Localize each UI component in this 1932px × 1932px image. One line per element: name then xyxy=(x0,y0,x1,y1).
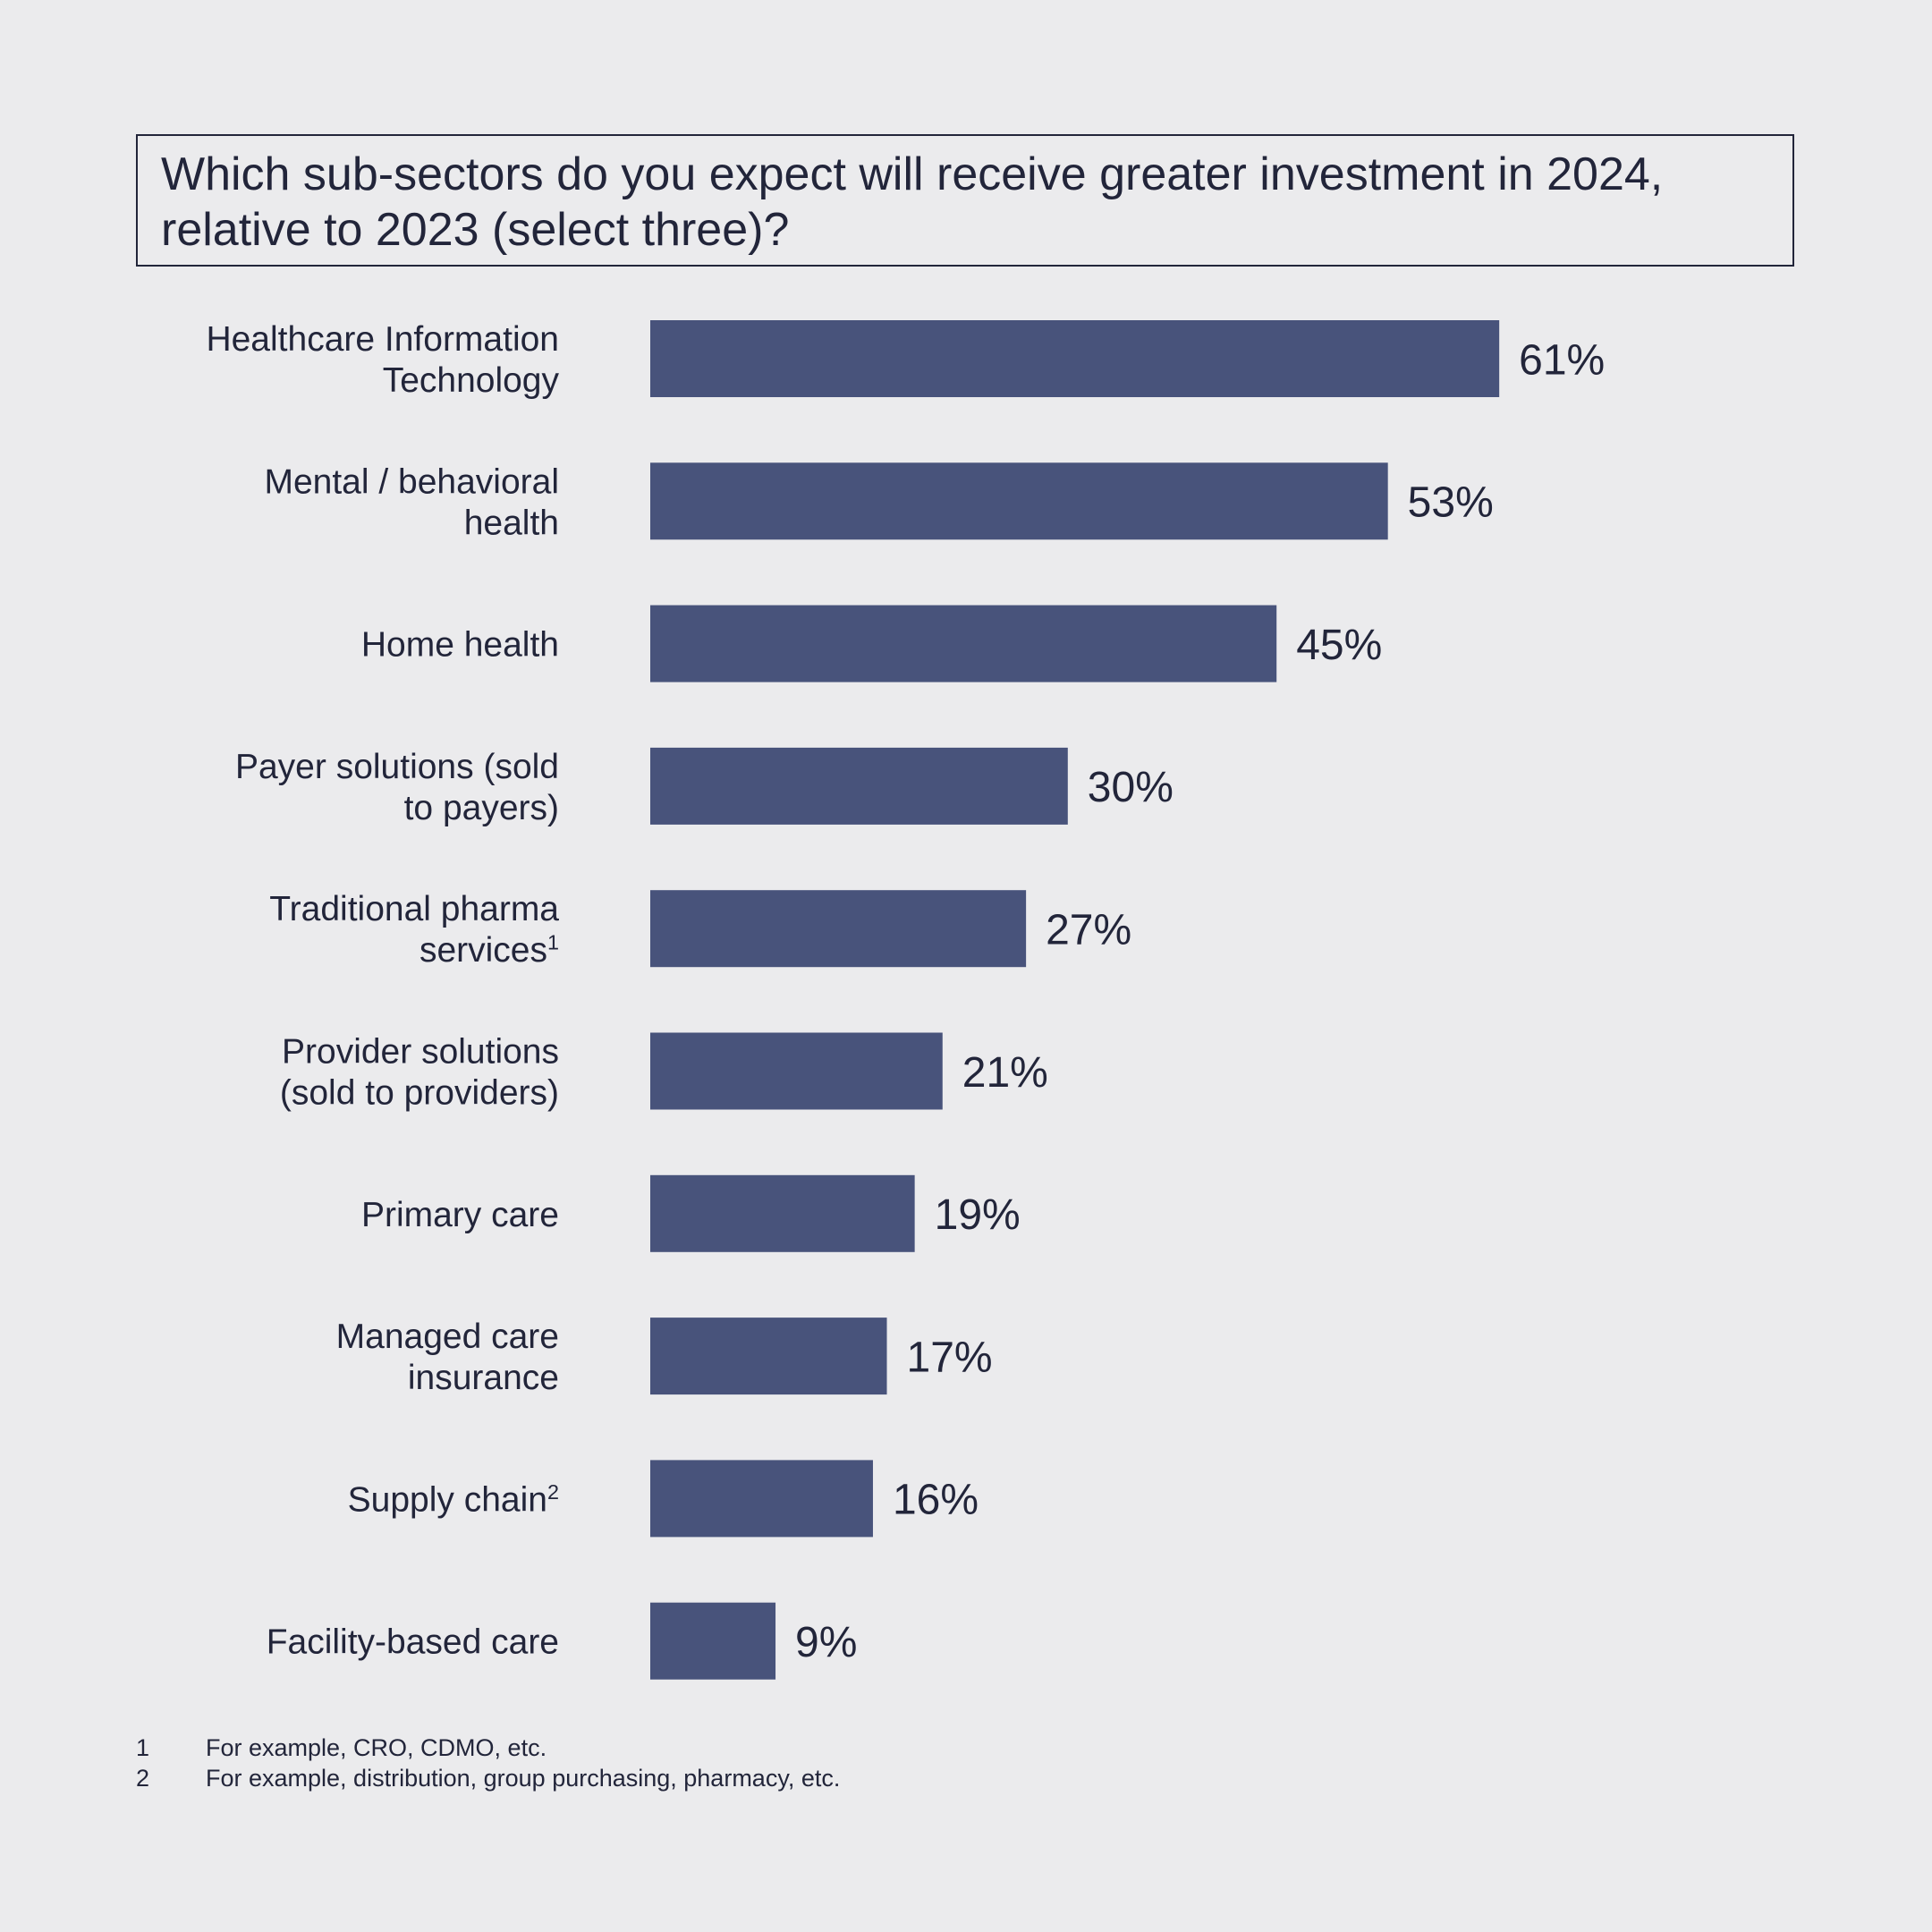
footnote-number: 1 xyxy=(136,1734,150,1761)
bar xyxy=(650,747,1068,825)
bar xyxy=(650,1602,776,1680)
bar-value-label: 9% xyxy=(795,1619,857,1666)
category-label: Healthcare Information xyxy=(206,320,559,359)
category-label: (sold to providers) xyxy=(280,1074,559,1113)
bar-value-label: 53% xyxy=(1408,479,1494,527)
bar-value-label: 45% xyxy=(1296,622,1382,669)
chart-title-box: Which sub-sectors do you expect will rec… xyxy=(136,134,1794,267)
category-label: Mental / behavioral xyxy=(264,462,559,501)
footnote-marker: 1 xyxy=(547,931,559,954)
footnote-text: For example, distribution, group purchas… xyxy=(206,1765,841,1792)
bar xyxy=(650,1460,873,1538)
footnotes: 1 For example, CRO, CDMO, etc. 2 For exa… xyxy=(136,1733,840,1793)
bar-value-label: 30% xyxy=(1088,764,1174,811)
footnote-1: 1 For example, CRO, CDMO, etc. xyxy=(136,1733,840,1763)
bar xyxy=(650,605,1277,682)
category-label: Home health xyxy=(361,626,559,665)
category-label: Traditional pharma xyxy=(269,890,559,928)
bar xyxy=(650,1174,915,1252)
chart-title: Which sub-sectors do you expect will rec… xyxy=(161,148,1664,256)
category-label: health xyxy=(464,504,559,542)
category-label: Facility-based care xyxy=(267,1623,559,1662)
bar-value-label: 61% xyxy=(1519,336,1605,384)
category-label: Payer solutions (sold xyxy=(235,748,559,786)
bar-value-label: 21% xyxy=(962,1049,1048,1097)
category-label: insurance xyxy=(408,1359,559,1397)
category-label: Supply chain2 xyxy=(348,1480,559,1520)
category-label: to payers) xyxy=(404,789,559,827)
bar xyxy=(650,320,1500,397)
category-label: Primary care xyxy=(361,1196,559,1234)
bar-value-label: 27% xyxy=(1046,906,1131,953)
bar xyxy=(650,1318,887,1395)
bar-value-label: 17% xyxy=(907,1334,993,1381)
footnote-text: For example, CRO, CDMO, etc. xyxy=(206,1734,547,1761)
footnote-number: 2 xyxy=(136,1765,150,1792)
bar-value-label: 19% xyxy=(935,1191,1021,1239)
footnote-2: 2 For example, distribution, group purch… xyxy=(136,1763,840,1793)
bar-value-label: 16% xyxy=(893,1477,979,1524)
bar xyxy=(650,1032,943,1110)
category-label: Technology xyxy=(383,361,560,400)
category-label: Managed care xyxy=(336,1318,559,1356)
bar xyxy=(650,890,1027,968)
bar xyxy=(650,462,1388,540)
category-label: Provider solutions xyxy=(282,1033,559,1072)
footnote-marker: 2 xyxy=(547,1480,559,1504)
category-label: services1 xyxy=(419,931,559,970)
